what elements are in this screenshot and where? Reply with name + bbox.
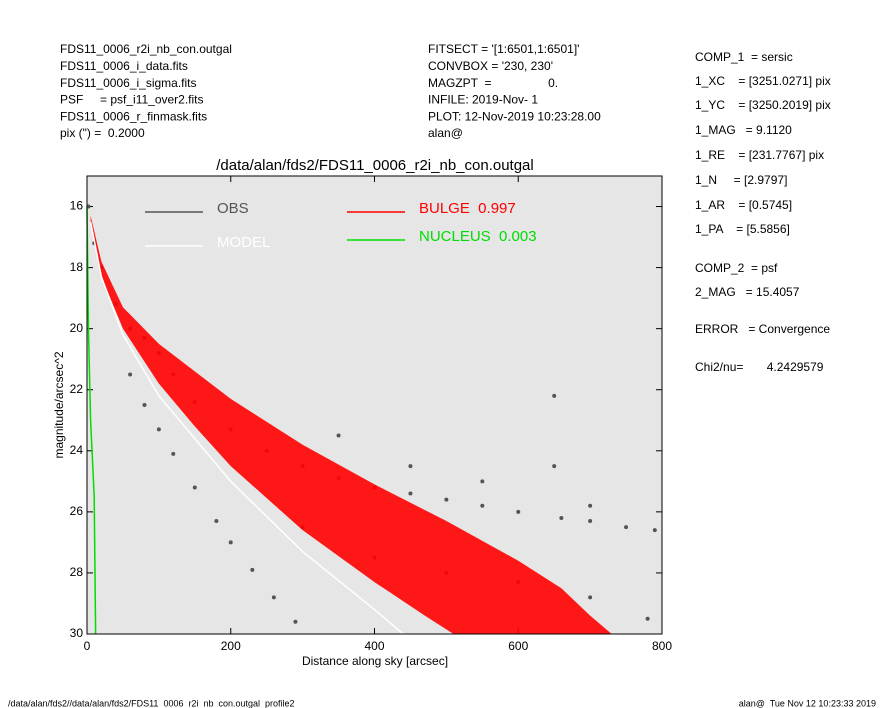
obs-point	[408, 464, 413, 469]
fit-parameter: Chi2/nu= 4.2429579	[695, 360, 824, 374]
x-tick-label: 600	[508, 639, 528, 653]
obs-point	[588, 595, 593, 600]
x-axis-label: Distance along sky [arcsec]	[302, 654, 448, 668]
obs-point	[156, 427, 161, 432]
obs-point	[271, 595, 276, 600]
x-tick-label: 0	[84, 639, 91, 653]
obs-point	[408, 491, 413, 496]
y-tick-label: 22	[70, 382, 84, 396]
obs-point	[250, 567, 255, 572]
y-tick-label: 30	[70, 626, 84, 640]
obs-point	[336, 433, 341, 438]
fit-parameter: 1_RE = [231.7767] pix	[695, 148, 824, 162]
fit-parameter: COMP_2 = psf	[695, 261, 778, 275]
bulge-band	[90, 215, 612, 634]
fit-parameter: 2_MAG = 15.4057	[695, 285, 800, 299]
header-left-line: pix (") = 0.2000	[60, 126, 145, 140]
legend-label: NUCLEUS 0.003	[419, 228, 537, 245]
obs-point	[171, 451, 176, 456]
obs-point	[516, 509, 521, 514]
fit-parameter: 1_N = [2.9797]	[695, 173, 787, 187]
header-mid-line: PLOT: 12-Nov-2019 10:23:28.00	[428, 109, 601, 123]
obs-point	[228, 540, 233, 545]
footer-right: alan@ Tue Nov 12 10:23:33 2019	[739, 698, 876, 708]
header-left-line: FDS11_0006_r_finmask.fits	[60, 109, 207, 123]
fit-parameter: 1_MAG = 9.1120	[695, 123, 792, 137]
header-mid-line: alan@	[428, 126, 463, 140]
y-tick-label: 16	[70, 199, 84, 213]
obs-point	[645, 616, 650, 621]
y-tick-label: 20	[70, 321, 84, 335]
fit-parameter: COMP_1 = sersic	[695, 50, 793, 64]
fit-parameter: 1_XC = [3251.0271] pix	[695, 74, 831, 88]
obs-point	[214, 519, 219, 524]
obs-point	[624, 525, 629, 530]
obs-point	[142, 403, 147, 407]
footer-left: /data/alan/fds2//data/alan/fds2/FDS11_00…	[8, 698, 295, 708]
header-mid-line: INFILE: 2019-Nov- 1	[428, 93, 538, 107]
obs-point	[559, 515, 564, 520]
fit-parameter: 1_PA = [5.5856]	[695, 222, 790, 236]
plot-frame	[86, 175, 663, 635]
legend-label: MODEL	[217, 234, 270, 251]
header-mid-line: FITSECT = '[1:6501,1:6501]'	[428, 42, 579, 56]
obs-point	[480, 479, 485, 484]
header-mid-line: MAGZPT = 0.	[428, 76, 558, 90]
y-tick-label: 26	[70, 504, 84, 518]
fit-parameter: 1_AR = [0.5745]	[695, 198, 792, 212]
legend-label: OBS	[217, 200, 249, 217]
obs-point	[192, 485, 197, 490]
obs-point	[444, 497, 449, 502]
header-left-line: FDS11_0006_i_data.fits	[60, 59, 188, 73]
header-left-line: FDS11_0006_r2i_nb_con.outgal	[60, 42, 232, 56]
obs-point	[128, 372, 133, 377]
x-tick-label: 400	[364, 639, 384, 653]
obs-point	[480, 503, 485, 508]
y-tick-label: 24	[70, 443, 84, 457]
fit-parameter: ERROR = Convergence	[695, 322, 830, 336]
profile-line	[89, 221, 404, 635]
x-tick-label: 800	[652, 639, 672, 653]
fit-parameter: 1_YC = [3250.2019] pix	[695, 98, 831, 112]
obs-point	[652, 528, 657, 533]
chart-title: /data/alan/fds2/FDS11_0006_r2i_nb_con.ou…	[216, 157, 533, 174]
obs-point	[552, 464, 557, 469]
y-axis-label: magnitude/arcsec^2	[52, 351, 66, 458]
legend-label: BULGE 0.997	[419, 200, 516, 217]
x-tick-label: 200	[221, 639, 241, 653]
obs-point	[552, 393, 557, 398]
header-left-line: FDS11_0006_i_sigma.fits	[60, 76, 197, 90]
header-left-line: PSF = psf_i11_over2.fits	[60, 93, 204, 107]
obs-point	[588, 503, 593, 508]
profile-line	[86, 206, 97, 635]
obs-point	[588, 519, 593, 524]
obs-point	[293, 619, 298, 624]
y-tick-label: 18	[70, 260, 84, 274]
header-mid-line: CONVBOX = '230, 230'	[428, 59, 553, 73]
y-tick-label: 28	[70, 565, 84, 579]
